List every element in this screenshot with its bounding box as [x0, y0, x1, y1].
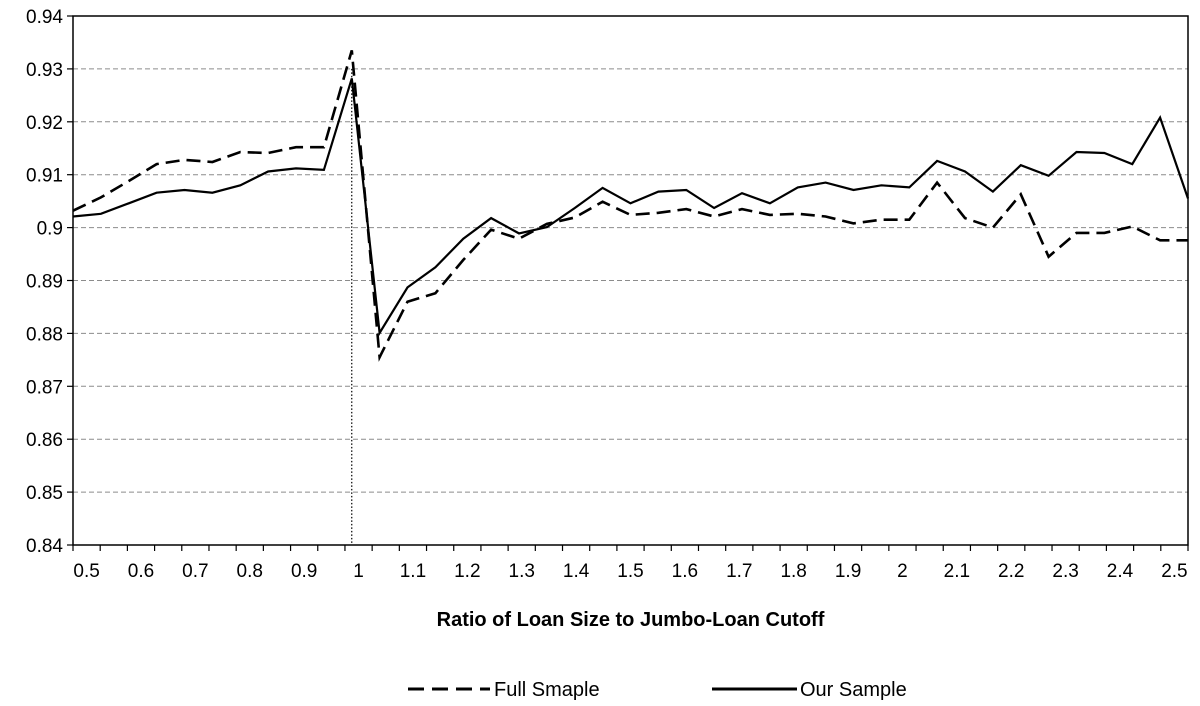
legend-label: Full Smaple [494, 679, 600, 701]
x-tick-label: 0.7 [182, 561, 208, 582]
legend-label: Our Sample [800, 679, 907, 701]
x-axis-ticks: 0.5 0.6 0.7 0.8 0.9 1 1.1 1.2 1.3 1.4 1.5 1.6 1.7 1.8… [72, 545, 1189, 582]
legend: Full Smaple Our Sample [408, 679, 907, 701]
x-tick-label: 0.6 [128, 561, 154, 582]
x-tick-label: 2.4 [1107, 561, 1134, 582]
y-tick-label: 0.92 [26, 113, 63, 134]
x-tick-label: 1.2 [454, 561, 480, 582]
x-tick-label: 0.5 [73, 561, 99, 582]
x-tick-label: 2.1 [944, 561, 970, 582]
y-tick-label: 0.85 [26, 483, 63, 504]
x-tick-label: 1.4 [563, 561, 590, 582]
x-tick-label: 2 [897, 561, 908, 582]
y-tick-label: 0.9 [37, 219, 63, 240]
x-tick-label: 1.1 [400, 561, 426, 582]
series-layer [72, 50, 1190, 362]
series-line-full-smaple [72, 50, 1188, 362]
y-axis-ticks: 0.84 0.85 0.86 0.87 0.88 0.89 0.9 0.91 0.92 0.93 0… [26, 7, 73, 557]
y-tick-label: 0.89 [26, 272, 63, 293]
y-tick-label: 0.94 [26, 7, 63, 28]
y-tick-label: 0.93 [26, 60, 63, 81]
x-tick-label: 1.5 [617, 561, 643, 582]
x-tick-label: 0.9 [291, 561, 317, 582]
series-line-our-sample [72, 78, 1190, 337]
gridlines [73, 68, 1188, 493]
x-tick-label: 1.3 [509, 561, 535, 582]
y-tick-label: 0.87 [26, 377, 63, 398]
x-tick-label: 2.3 [1052, 561, 1078, 582]
x-tick-label: 1.7 [726, 561, 752, 582]
x-tick-label: 1 [353, 561, 364, 582]
x-tick-label: 1.9 [835, 561, 861, 582]
x-axis-title: Ratio of Loan Size to Jumbo-Loan Cutoff [437, 609, 825, 631]
y-tick-label: 0.86 [26, 430, 63, 451]
x-tick-label: 1.6 [672, 561, 698, 582]
y-tick-label: 0.88 [26, 324, 63, 345]
x-tick-label: 0.8 [237, 561, 263, 582]
y-tick-label: 0.84 [26, 536, 63, 557]
y-tick-label: 0.91 [26, 166, 63, 187]
x-tick-label: 1.8 [780, 561, 806, 582]
x-tick-label: 2.2 [998, 561, 1024, 582]
x-tick-label: 2.5 [1161, 561, 1187, 582]
